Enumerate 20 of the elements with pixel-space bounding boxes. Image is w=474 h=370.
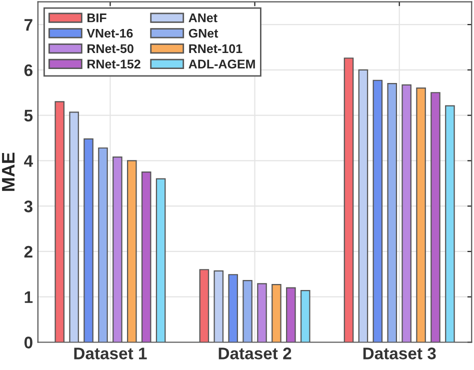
y-tick-label: 6 <box>24 64 32 76</box>
x-tick-label: Dataset 2 <box>218 348 292 360</box>
y-tick-label: 4 <box>24 155 33 167</box>
legend-label: RNet-50 <box>88 44 134 54</box>
legend-label: BIF <box>88 14 106 22</box>
y-axis-title: MAE <box>2 152 14 191</box>
legend-label: ANet <box>188 14 218 22</box>
y-tick-label: 5 <box>24 110 33 122</box>
y-tick-label: 2 <box>24 246 32 258</box>
y-tick-label: 1 <box>24 291 33 303</box>
legend-label: RNet-152 <box>88 60 140 68</box>
y-tick-label: 7 <box>24 19 32 31</box>
x-tick-label: Dataset 3 <box>363 348 436 360</box>
legend-label: VNet-16 <box>86 28 133 38</box>
y-tick-label: 3 <box>24 200 32 212</box>
legend-label: ADL-AGEM <box>188 60 255 68</box>
x-tick-label: Dataset 1 <box>74 348 147 360</box>
y-tick-label: 0 <box>24 336 32 348</box>
legend-label: GNet <box>188 28 218 38</box>
legend-label: RNet-101 <box>189 44 242 54</box>
